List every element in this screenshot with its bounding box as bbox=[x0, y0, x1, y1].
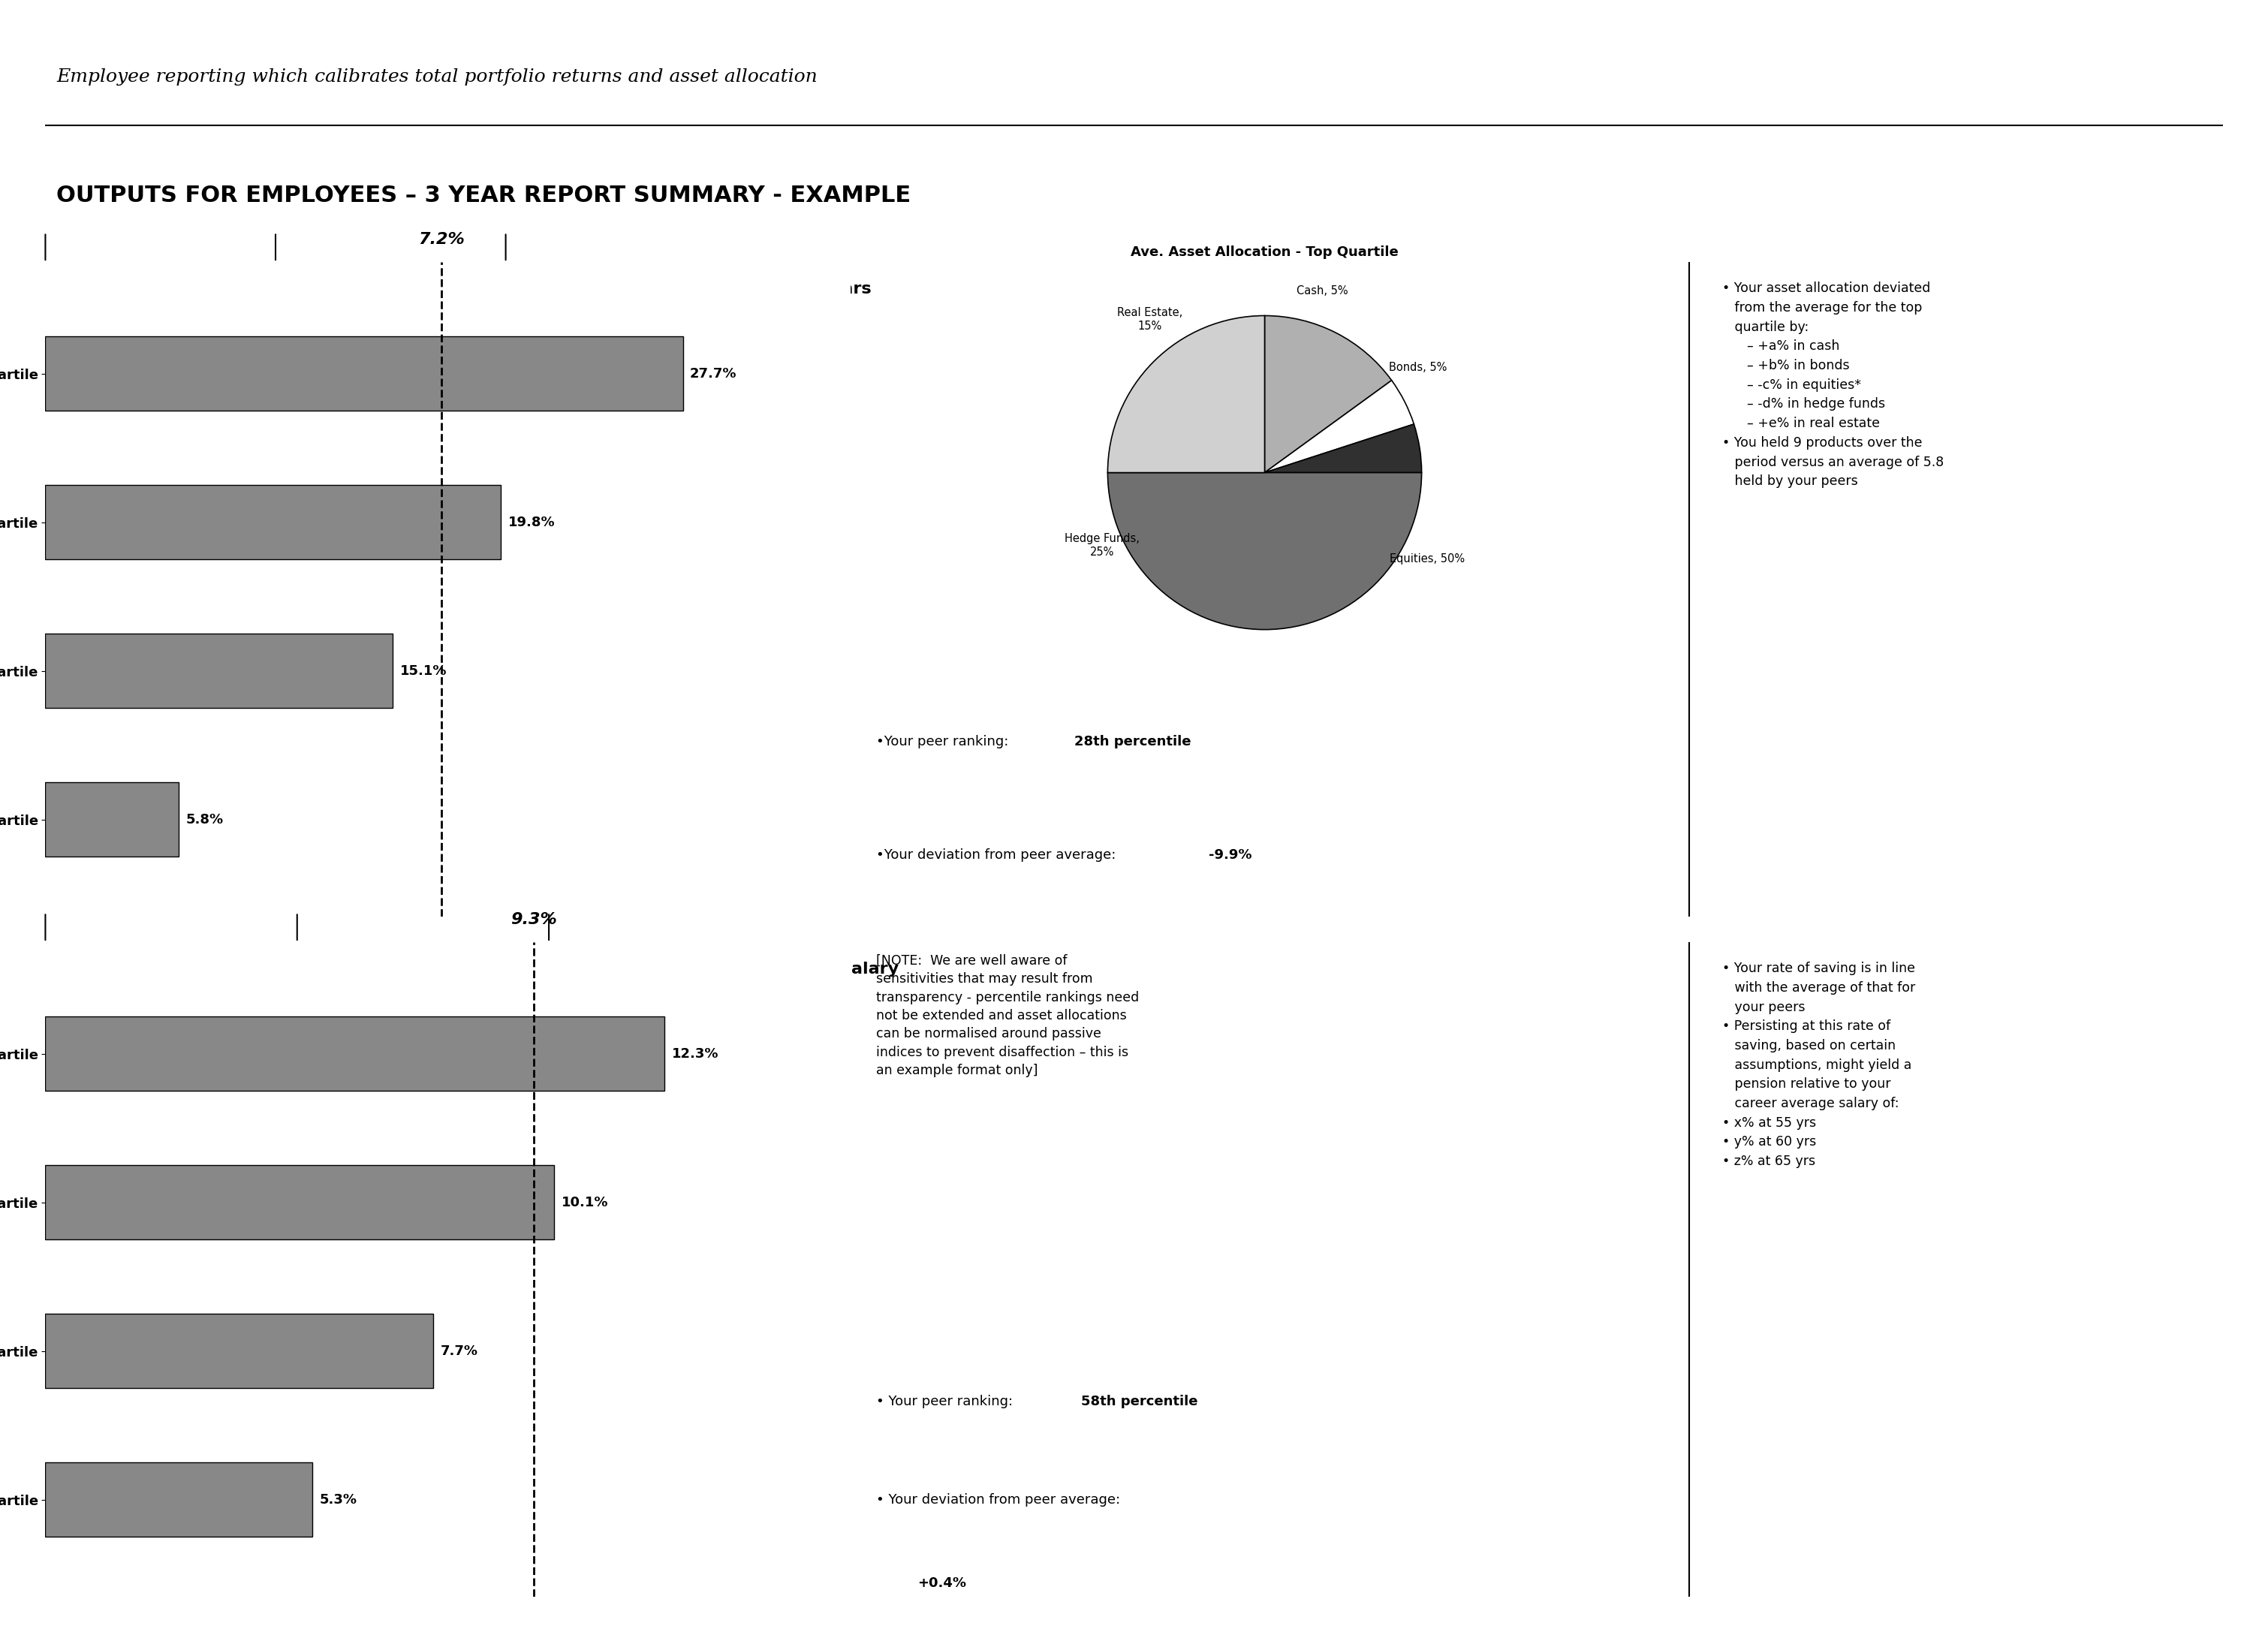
Text: Cash, 5%: Cash, 5% bbox=[1297, 285, 1347, 296]
Text: • Your peer ranking:: • Your peer ranking: bbox=[875, 1394, 1016, 1407]
Text: 10.1%: 10.1% bbox=[562, 1196, 608, 1209]
Title: Ave. Asset Allocation - Top Quartile: Ave. Asset Allocation - Top Quartile bbox=[1132, 246, 1399, 259]
Text: [NOTE:  We are well aware of
sensitivities that may result from
transparency - p: [NOTE: We are well aware of sensitivitie… bbox=[875, 955, 1139, 1077]
Wedge shape bbox=[1266, 380, 1413, 472]
Text: 5.3%: 5.3% bbox=[320, 1494, 358, 1507]
Text: 28th percentile: 28th percentile bbox=[1075, 735, 1191, 748]
Text: Hedge Funds,
25%: Hedge Funds, 25% bbox=[1064, 533, 1139, 557]
Wedge shape bbox=[1107, 472, 1422, 629]
Text: Equities, 50%: Equities, 50% bbox=[1390, 554, 1465, 564]
Wedge shape bbox=[1266, 424, 1422, 472]
Wedge shape bbox=[1266, 316, 1393, 472]
Text: Employee reporting which calibrates total portfolio returns and asset allocation: Employee reporting which calibrates tota… bbox=[57, 68, 816, 86]
Text: +0.4%: +0.4% bbox=[916, 1577, 966, 1590]
Bar bbox=[45, 337, 683, 411]
Text: • Your asset allocation deviated
   from the average for the top
   quartile by:: • Your asset allocation deviated from th… bbox=[1721, 282, 1944, 489]
Bar bbox=[45, 634, 392, 709]
Text: Peer Group Performance Analysis (Young Employees) – Total Return over Three Year: Peer Group Performance Analysis (Young E… bbox=[68, 282, 871, 296]
Text: 27.7%: 27.7% bbox=[689, 367, 737, 380]
Text: Real Estate,
15%: Real Estate, 15% bbox=[1118, 308, 1182, 332]
Text: 5.8%: 5.8% bbox=[186, 813, 222, 826]
Text: •Your peer ranking:: •Your peer ranking: bbox=[875, 735, 1012, 748]
Text: • Your deviation from peer average:: • Your deviation from peer average: bbox=[875, 1494, 1120, 1507]
Text: 9.3%: 9.3% bbox=[510, 912, 558, 927]
Bar bbox=[45, 1165, 553, 1240]
Text: 12.3%: 12.3% bbox=[671, 1047, 719, 1060]
Text: Peer Group Saving Analysis (Young Employees) – Annual Saving as Percentage of Sa: Peer Group Saving Analysis (Young Employ… bbox=[68, 961, 898, 977]
Text: 7.7%: 7.7% bbox=[440, 1344, 479, 1359]
Bar bbox=[45, 782, 179, 857]
Text: 15.1%: 15.1% bbox=[399, 665, 447, 678]
Bar bbox=[45, 1016, 665, 1091]
Wedge shape bbox=[1107, 316, 1266, 472]
Text: 58th percentile: 58th percentile bbox=[1082, 1394, 1198, 1407]
Text: OUTPUTS FOR EMPLOYEES – 3 YEAR REPORT SUMMARY - EXAMPLE: OUTPUTS FOR EMPLOYEES – 3 YEAR REPORT SU… bbox=[57, 186, 912, 207]
Text: Bonds, 5%: Bonds, 5% bbox=[1388, 362, 1447, 373]
Bar bbox=[45, 485, 501, 559]
Text: •Your deviation from peer average:: •Your deviation from peer average: bbox=[875, 849, 1120, 862]
Bar bbox=[45, 1315, 433, 1388]
Text: • Your rate of saving is in line
   with the average of that for
   your peers
•: • Your rate of saving is in line with th… bbox=[1721, 961, 1914, 1168]
Text: -9.9%: -9.9% bbox=[1209, 849, 1252, 862]
Text: 7.2%: 7.2% bbox=[417, 233, 465, 248]
Text: 19.8%: 19.8% bbox=[508, 515, 556, 529]
Bar bbox=[45, 1463, 313, 1536]
